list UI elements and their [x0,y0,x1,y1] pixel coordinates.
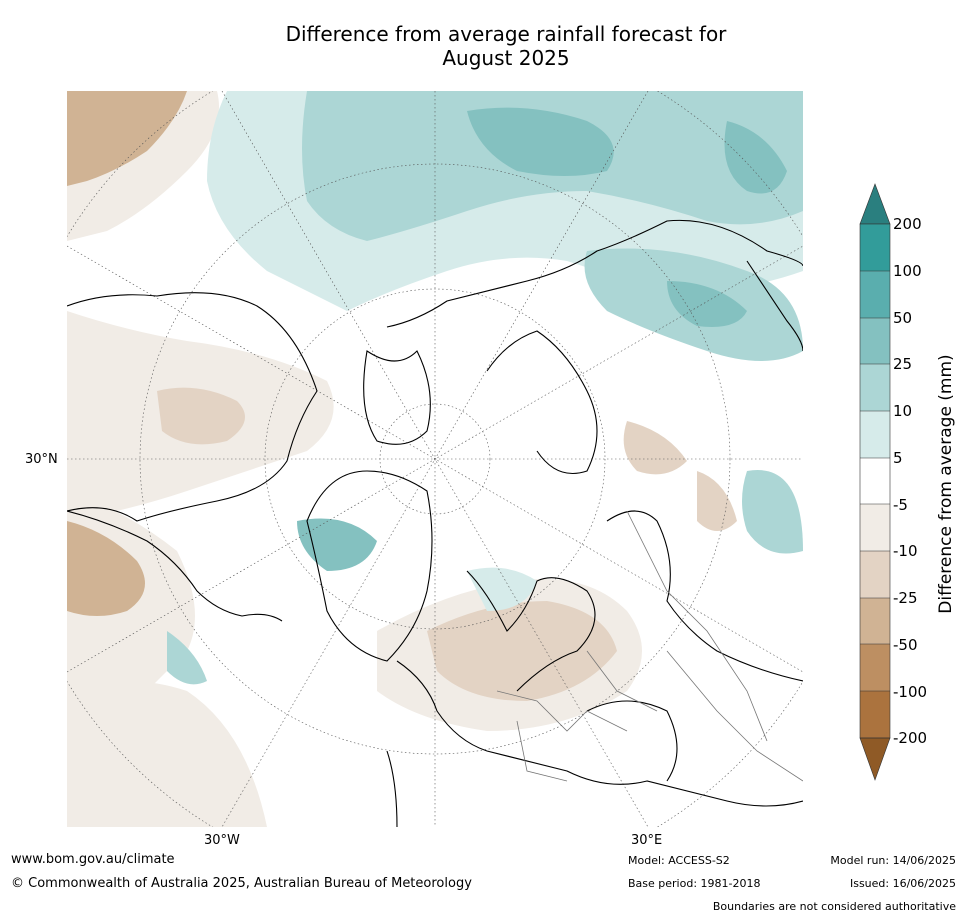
colorbar-tick-minus50: -50 [893,636,918,654]
lat-label-30n: 30°N [25,452,58,467]
colorbar-tick-minus100: -100 [893,683,928,701]
colorbar-bin-minus50-minus100 [860,644,890,691]
wet-anomaly-patches [167,91,803,685]
colorbar-bin-minus5-minus10 [860,504,890,551]
colorbar-tick-50: 50 [893,309,913,327]
colorbar-title: Difference from average (mm) [936,354,956,614]
colorbar-tick-minus25: -25 [893,589,918,607]
colorbar-tick-minus200: -200 [893,729,928,747]
map-svg [67,91,803,827]
base-period-text: Base period: 1981-2018 [628,877,761,890]
forecast-map[interactable] [67,91,803,827]
disclaimer-text: Boundaries are not considered authoritat… [712,900,956,913]
colorbar-bin-neutral [860,458,890,504]
map-title: Difference from average rainfall forecas… [0,22,965,70]
model-text: Model: ACCESS-S2 [628,854,730,867]
colorbar-arrow-top [859,183,891,225]
model-run-text: Model run: 14/06/2025 [830,854,956,867]
colorbar-tick-200: 200 [893,215,922,233]
colorbar-arrow-bottom [859,737,891,781]
colorbar-tick-100: 100 [893,262,922,280]
bom-url-link[interactable]: www.bom.gov.au/climate [11,852,175,867]
colorbar-tick-minus5: -5 [893,496,908,514]
colorbar-bin-5-10 [860,411,890,458]
coastlines [67,219,803,827]
colorbar-tick-10: 10 [893,402,913,420]
colorbar-bin-10-25 [860,364,890,411]
lon-label-30e: 30°E [631,833,663,848]
lon-label-30w: 30°W [204,833,240,848]
issued-text: Issued: 16/06/2025 [849,877,956,890]
colorbar-bin-25-50 [860,318,890,364]
country-borders [496,510,803,782]
copyright-text: © Commonwealth of Australia 2025, Austra… [11,876,472,891]
colorbar [859,183,891,781]
colorbar-bin-50-100 [860,271,890,318]
colorbar-tick-25: 25 [893,355,913,373]
title-line-2: August 2025 [442,46,570,70]
colorbar-bin-minus10-minus25 [860,551,890,598]
colorbar-bin-minus25-minus50 [860,598,890,644]
title-line-1: Difference from average rainfall forecas… [285,22,727,46]
colorbar-tick-5: 5 [893,449,903,467]
colorbar-tick-minus10: -10 [893,542,918,560]
colorbar-bin-minus100-minus200 [860,691,890,738]
colorbar-bin-100-200 [860,224,890,271]
